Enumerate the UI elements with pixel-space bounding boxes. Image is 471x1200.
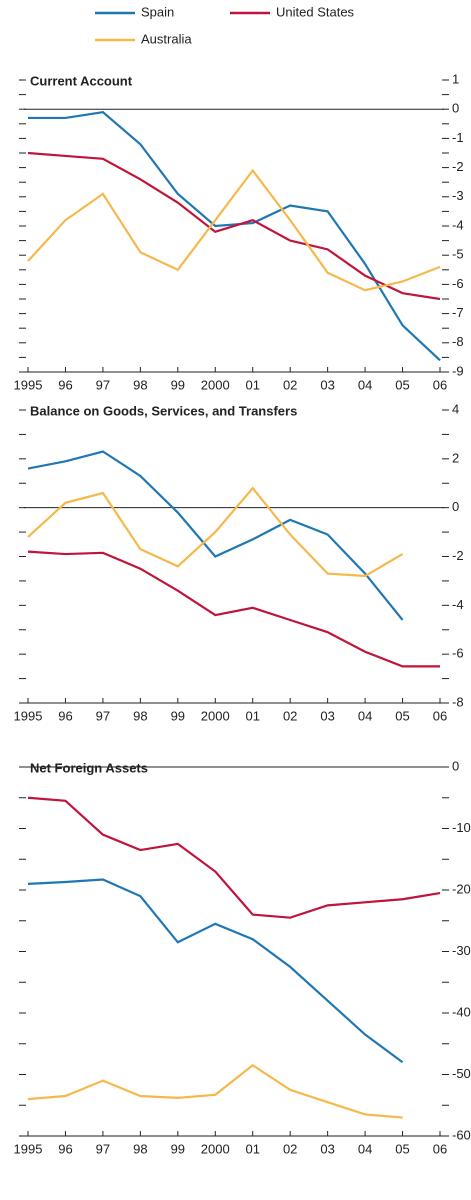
x-tick-label: 97 [96,377,110,392]
series-line [27,168,441,292]
series-line [27,796,441,919]
x-tick-label: 96 [58,708,72,723]
x-tick-label: 98 [133,708,147,723]
x-tick-label: 01 [245,377,259,392]
x-tick-label: 04 [358,708,372,723]
series-line [27,1063,403,1119]
y-tick-label: -6 [452,646,464,661]
x-tick-label: 2000 [201,377,230,392]
x-tick-label: 06 [433,377,447,392]
x-tick-label: 99 [171,1141,185,1156]
x-tick-label: 06 [433,708,447,723]
x-tick-label: 01 [245,708,259,723]
x-tick-label: 96 [58,1141,72,1156]
x-tick-label: 1995 [14,377,43,392]
x-tick-label: 02 [283,708,297,723]
legend-label: Australia [141,31,192,46]
y-tick-label: -8 [452,694,464,709]
x-tick-label: 97 [96,708,110,723]
x-tick-label: 1995 [14,708,43,723]
x-tick-label: 05 [395,1141,409,1156]
x-tick-label: 03 [320,1141,334,1156]
x-tick-label: 98 [133,377,147,392]
chart-title: Net Foreign Assets [30,760,148,775]
x-tick-label: 2000 [201,1141,230,1156]
y-tick-label: -40 [452,1004,471,1019]
y-tick-label: -60 [452,1127,471,1142]
y-tick-label: 2 [452,450,459,465]
x-tick-label: 04 [358,1141,372,1156]
x-tick-label: 03 [320,708,334,723]
x-tick-label: 98 [133,1141,147,1156]
x-tick-label: 02 [283,377,297,392]
y-tick-label: -7 [452,305,464,320]
x-tick-label: 05 [395,377,409,392]
x-tick-label: 01 [245,1141,259,1156]
y-tick-label: 0 [452,101,459,116]
x-tick-label: 1995 [14,1141,43,1156]
y-tick-label: -6 [452,276,464,291]
series-line [28,110,441,362]
chart-title: Current Account [30,73,133,88]
y-tick-label: 0 [452,758,459,773]
y-tick-label: -2 [452,159,464,174]
y-tick-label: -50 [452,1066,471,1081]
y-tick-label: -4 [452,597,464,612]
y-tick-label: -20 [452,881,471,896]
y-tick-label: 1 [452,71,459,86]
x-tick-label: 05 [395,708,409,723]
x-tick-label: 03 [320,377,334,392]
y-tick-label: -4 [452,217,464,232]
x-tick-label: 02 [283,1141,297,1156]
chart-title: Balance on Goods, Services, and Transfer… [30,403,297,418]
x-tick-label: 99 [171,377,185,392]
series-line [27,550,440,668]
legend-label: United States [276,4,355,19]
x-tick-label: 96 [58,377,72,392]
series-line [27,486,404,578]
y-tick-label: 4 [452,401,459,416]
x-tick-label: 04 [358,377,372,392]
y-tick-label: -5 [452,247,464,262]
x-tick-label: 97 [96,1141,110,1156]
y-tick-label: -2 [452,548,464,563]
y-tick-label: -30 [452,943,471,958]
y-tick-label: -3 [452,188,464,203]
y-tick-label: 0 [452,499,459,514]
x-tick-label: 06 [433,1141,447,1156]
y-tick-label: -10 [452,820,471,835]
series-line [27,151,441,301]
x-tick-label: 99 [171,708,185,723]
series-line [27,450,404,621]
series-line [27,878,404,1064]
y-tick-label: -1 [452,130,464,145]
y-tick-label: -8 [452,334,464,349]
x-tick-label: 2000 [201,708,230,723]
y-tick-label: -9 [452,363,464,378]
legend-label: Spain [141,4,174,19]
